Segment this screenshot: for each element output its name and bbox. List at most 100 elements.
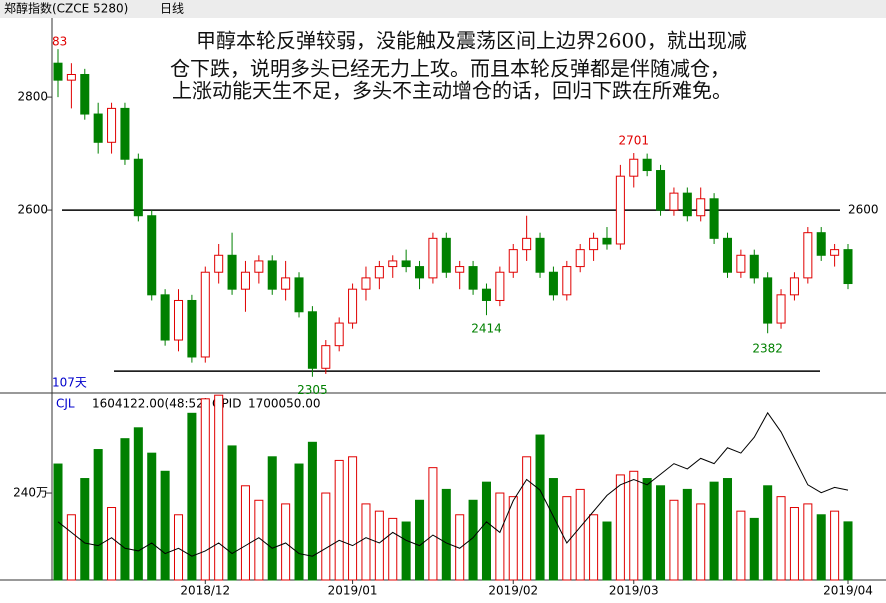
candle-body (575, 249, 585, 268)
candle-body (816, 232, 826, 256)
candle-body (133, 158, 143, 217)
volume-bar (629, 470, 639, 581)
volume-bar (481, 481, 491, 581)
volume-bar (160, 470, 170, 581)
header-bar (0, 0, 886, 18)
volume-bar (294, 463, 304, 581)
volume-bar (200, 398, 210, 581)
volume-bar (696, 503, 706, 581)
candle-body (80, 73, 90, 115)
volume-bar (736, 510, 746, 581)
candle-body (830, 249, 840, 256)
candle-body (214, 254, 224, 273)
candle-body (803, 232, 813, 279)
candle-body (468, 266, 478, 290)
x-tick-label: 2019/01 (328, 584, 378, 598)
candle-body (93, 113, 103, 143)
candle-body (481, 288, 491, 301)
volume-bar (173, 514, 184, 581)
volume-bar (468, 499, 478, 581)
volume-bar (843, 521, 853, 581)
volume-bar (415, 499, 425, 581)
annotation-line: 甲醇本轮反弹较弱，没能触及震荡区间上边界2600，就出现减 (196, 29, 747, 53)
candle-body (187, 299, 197, 358)
period-label[interactable]: 日线 (160, 2, 184, 16)
candle-body (789, 277, 799, 296)
candle-body (240, 271, 250, 290)
volume-bar (803, 503, 813, 581)
volume-bar (401, 521, 411, 581)
candle-body (441, 237, 451, 273)
volume-bar (120, 438, 130, 581)
volume-bar (656, 485, 666, 581)
candle-body (294, 277, 304, 313)
candle-body (107, 107, 117, 143)
volume-bar (80, 478, 90, 581)
candle-body (522, 237, 532, 251)
candle-body (53, 62, 63, 81)
candle-body (709, 198, 719, 239)
candle-body (307, 311, 317, 369)
instrument-title: 郑醇指数(CZCE 5280) (4, 1, 128, 16)
candle-body (428, 237, 438, 279)
volume-bar (455, 514, 465, 581)
candle-body (348, 288, 358, 324)
volume-bar (361, 503, 371, 581)
volume-bar (602, 521, 612, 581)
opid-label: 1700050.00 (248, 397, 321, 411)
volume-bar (816, 514, 826, 581)
candle-body (656, 170, 666, 211)
volume-bar (642, 478, 652, 581)
annotation-line: 上涨动能天生不足，多头不主动增仓的话，回归下跌在所难免。 (172, 79, 732, 103)
volume-bar (107, 507, 117, 581)
candle-body (361, 277, 371, 290)
x-tick-label: 2019/02 (488, 584, 538, 598)
candle-body (254, 260, 264, 273)
candle-body (120, 107, 130, 160)
volume-bar (749, 517, 759, 581)
price-label: 2382 (752, 342, 783, 356)
volume-bar (187, 412, 197, 581)
candle-body (281, 277, 291, 290)
candle-body (321, 345, 331, 369)
volume-bar (709, 481, 719, 581)
y-tick-label: 2800 (17, 90, 48, 104)
candle-body (535, 237, 545, 273)
candle-body (227, 254, 237, 290)
candle-body (763, 277, 773, 324)
volume-bar (575, 488, 585, 581)
candle-body (334, 322, 344, 347)
y-tick-label: 2600 (17, 203, 48, 217)
volume-bar (147, 452, 157, 581)
volume-bar (669, 499, 679, 581)
volume-bar (615, 474, 625, 581)
price-label: 2414 (471, 322, 502, 336)
volume-bar (374, 510, 384, 581)
volume-bar (214, 394, 224, 581)
candle-body (736, 254, 746, 273)
volume-bar (589, 514, 599, 581)
candle-body (200, 271, 210, 358)
volume-bar (776, 496, 786, 581)
candle-body (722, 237, 733, 273)
candle-body (629, 158, 639, 177)
candle-body (388, 260, 398, 268)
volume-bar (789, 507, 799, 581)
volume-bar (348, 456, 358, 581)
candle-body (173, 299, 184, 341)
volume-bar (281, 503, 291, 581)
edge-label: 83 (52, 35, 67, 49)
volume-bar (522, 456, 532, 581)
volume-bar (267, 456, 277, 581)
candle-body (374, 266, 384, 279)
annotation-line: 仓下跌，说明多头已经无力上攻。而且本轮反弹都是伴随减仓， (170, 57, 730, 81)
x-tick-label: 2018/12 (180, 584, 230, 598)
candle-body (401, 260, 411, 268)
volume-tick-label: 240万 (13, 486, 48, 500)
candle-body (495, 271, 505, 301)
candle-body (455, 266, 465, 273)
volume-bar (508, 496, 518, 581)
candle-body (160, 294, 170, 341)
volume-bar (240, 485, 250, 581)
